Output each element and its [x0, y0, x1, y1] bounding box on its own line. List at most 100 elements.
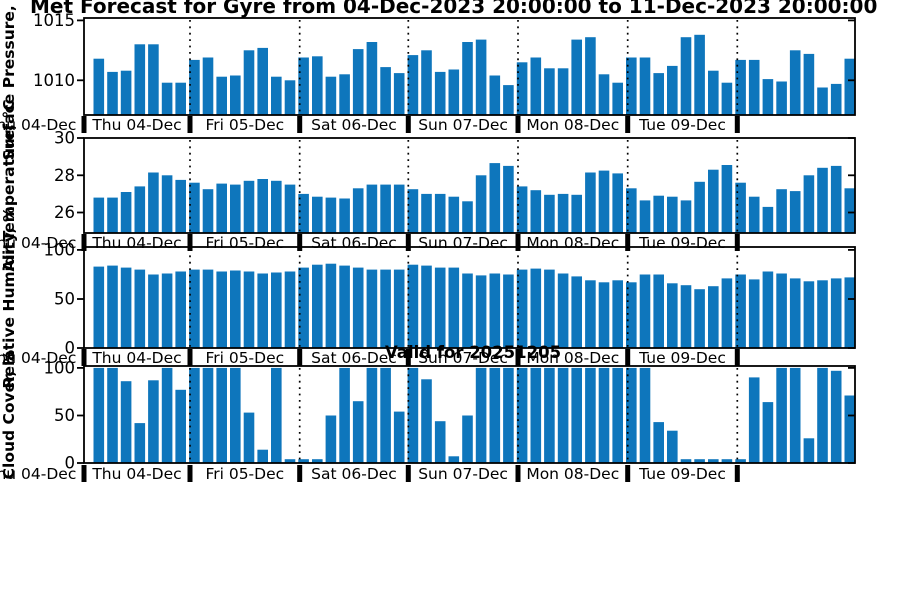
day-boundary-tick: [297, 234, 303, 251]
surface-pressure-bar: [120, 70, 132, 115]
cloud-cover-bar: [298, 459, 309, 463]
edge-day-label: Thu 04-Dec: [0, 349, 76, 367]
relative-humidity-bar: [380, 269, 391, 348]
air-temperature-bar: [448, 196, 460, 233]
day-boundary-tick: [734, 465, 740, 482]
air-temperature-bar: [462, 201, 473, 233]
day-label: Fri 05-Dec: [205, 349, 284, 367]
relative-humidity-bar: [339, 265, 350, 348]
air-temperature-bar: [120, 192, 132, 233]
cloud-cover-bar: [134, 423, 146, 463]
cloud-cover-bar: [161, 367, 173, 463]
cloud-cover-bar: [557, 367, 569, 463]
surface-pressure-bar: [161, 82, 173, 115]
relative-humidity-bar: [489, 273, 501, 348]
surface-pressure-bar: [748, 59, 760, 115]
air-temperature-bar: [134, 186, 146, 233]
surface-pressure-bar: [148, 44, 159, 115]
relative-humidity-bar: [284, 271, 296, 348]
cloud-cover-bar: [503, 367, 514, 463]
cloud-cover-bar: [735, 459, 746, 463]
day-boundary-tick: [297, 116, 303, 133]
cloud-cover-bar: [202, 367, 214, 463]
air-temperature-bar: [721, 165, 733, 233]
cloud-cover-bar: [448, 456, 460, 463]
surface-pressure-bar: [694, 34, 705, 115]
cloud-cover-bar: [571, 367, 582, 463]
air-temperature-bar: [694, 181, 705, 233]
day-boundary-tick: [187, 349, 193, 366]
relative-humidity-bar: [312, 264, 323, 348]
surface-pressure-bar: [189, 59, 200, 115]
surface-pressure-bar: [380, 67, 391, 115]
air-temperature-bar: [271, 180, 282, 233]
surface-pressure-bar: [653, 73, 664, 115]
relative-humidity-bar: [93, 266, 105, 348]
x-axis-strip-2: Thu 04-Dec Fri 05-Dec Sat 06-Dec Sun 07-Dec…: [0, 234, 740, 252]
surface-pressure-bar: [352, 49, 364, 115]
surface-pressure-bar: [284, 80, 296, 115]
cloud-cover-bar: [475, 367, 487, 463]
air-temperature-bar: [243, 180, 255, 233]
cloud-cover-bar: [667, 430, 678, 463]
surface-pressure-bar: [830, 83, 842, 115]
relative-humidity-bar: [803, 281, 815, 348]
day-label: Fri 05-Dec: [205, 116, 284, 134]
air-temperature-bar: [571, 194, 582, 233]
ytick-label: 0: [65, 339, 76, 358]
day-boundary-tick: [625, 116, 631, 133]
air-temperature-bar: [489, 163, 501, 233]
surface-pressure-bar: [803, 53, 815, 115]
cloud-cover-bar: [830, 370, 842, 463]
surface-pressure-bar: [503, 85, 514, 115]
cloud-cover-bar: [243, 412, 255, 463]
air-temperature-bar: [667, 196, 678, 233]
surface-pressure-bar: [93, 58, 105, 115]
day-boundary-tick: [515, 349, 521, 366]
air-temperature-bar: [748, 196, 760, 233]
relative-humidity-bar: [503, 274, 514, 348]
day-boundary-tick: [734, 116, 740, 133]
relative-humidity-bar: [257, 273, 268, 348]
relative-humidity-bar: [653, 274, 664, 348]
day-boundary-tick: [625, 465, 631, 482]
relative-humidity-bar: [830, 278, 842, 348]
surface-pressure-bar: [230, 75, 241, 115]
surface-pressure-bar: [448, 69, 460, 115]
plot-border: [83, 17, 856, 116]
air-temperature-bar: [585, 172, 596, 233]
ytick-label: 0: [65, 454, 76, 473]
surface-pressure-bar: [339, 74, 350, 115]
relative-humidity-bar: [271, 272, 282, 348]
cloud-cover-bar: [216, 367, 227, 463]
cloud-cover-bar: [762, 402, 774, 463]
relative-humidity-bar: [612, 280, 623, 348]
relative-humidity-bar: [120, 267, 132, 348]
cloud-cover-bar: [393, 411, 405, 463]
day-label: Sat 06-Dec: [311, 234, 397, 252]
cloud-cover-bar: [585, 367, 596, 463]
surface-pressure-bar: [243, 50, 255, 115]
air-temperature-bar: [393, 184, 405, 233]
surface-pressure-bar: [202, 57, 214, 115]
air-temperature-bar: [380, 184, 391, 233]
day-label: Mon 08-Dec: [526, 465, 619, 483]
day-boundary-tick: [625, 349, 631, 366]
air-temperature-bar: [830, 165, 842, 233]
cloud-cover-bar: [421, 379, 432, 463]
surface-pressure-bar: [434, 71, 446, 115]
cloud-cover-bars: [93, 367, 856, 463]
surface-pressure-bar: [612, 82, 623, 115]
relative-humidity-bar: [708, 286, 719, 348]
air-temperature-bar: [789, 191, 801, 233]
air-temperature-bar: [708, 169, 719, 233]
relative-humidity-bar: [667, 283, 678, 348]
relative-humidity-bar: [407, 264, 419, 348]
day-label: Tue 09-Dec: [638, 116, 726, 134]
cloud-cover-bar: [325, 415, 337, 463]
day-boundary-tick: [81, 234, 87, 251]
relative-humidity-bar: [448, 267, 460, 348]
surface-pressure-bar: [667, 65, 678, 115]
surface-pressure-bar: [271, 76, 282, 115]
